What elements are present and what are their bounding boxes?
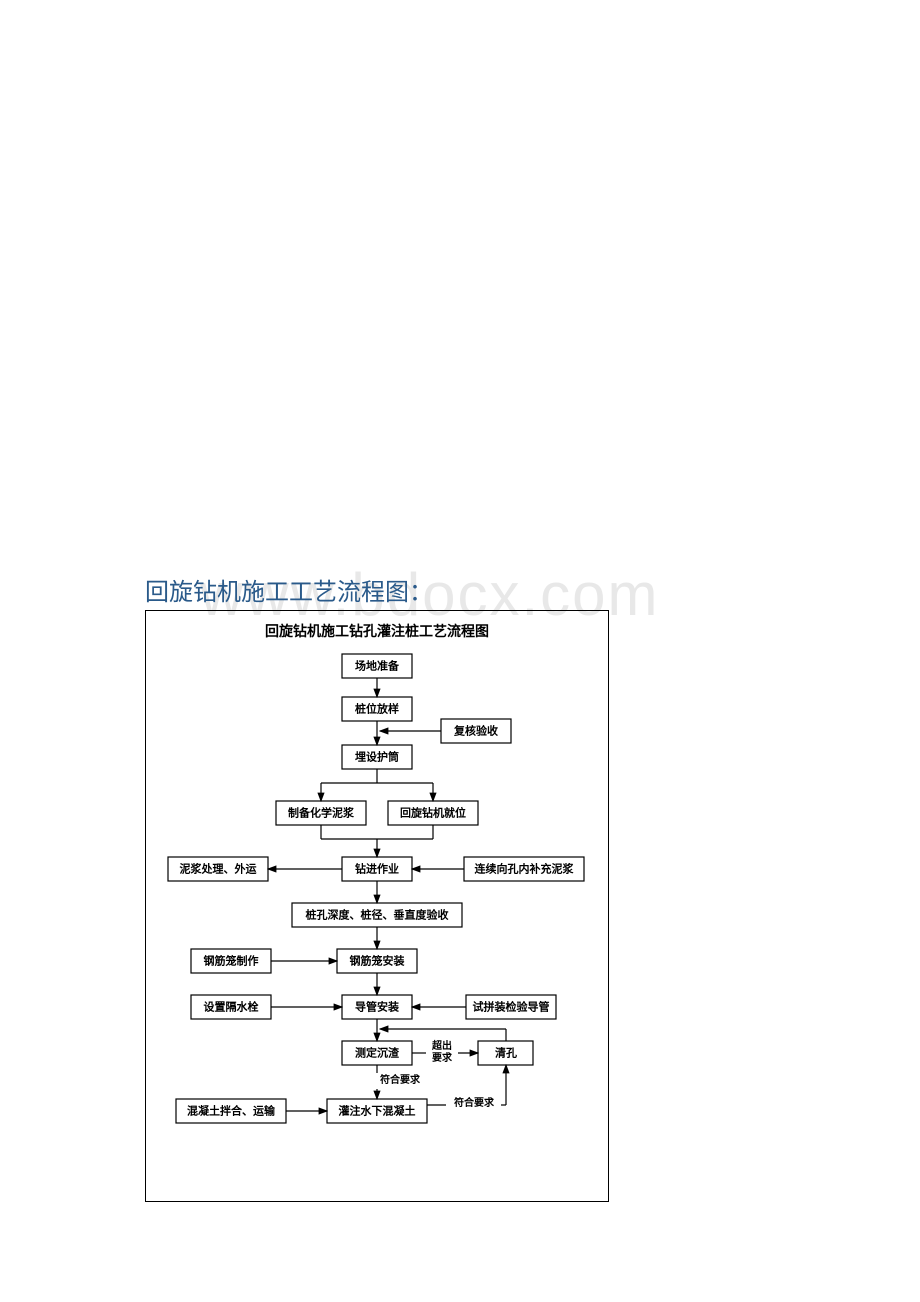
svg-text:清孔: 清孔 bbox=[495, 1046, 517, 1060]
node-bury-casing: 埋设护筒 bbox=[342, 745, 412, 769]
svg-text:埋设护筒: 埋设护筒 bbox=[355, 750, 399, 764]
svg-text:测定沉渣: 测定沉渣 bbox=[355, 1046, 400, 1060]
node-tremie-install: 导管安装 bbox=[342, 995, 412, 1019]
svg-text:灌注水下混凝土: 灌注水下混凝土 bbox=[339, 1104, 416, 1118]
svg-text:复核验收: 复核验收 bbox=[453, 724, 498, 738]
edge-label-ok-2: 符合要求 bbox=[454, 1096, 495, 1109]
svg-text:泥浆处理、外运: 泥浆处理、外运 bbox=[180, 862, 257, 876]
node-recheck: 复核验收 bbox=[441, 719, 511, 743]
node-sediment-check: 测定沉渣 bbox=[342, 1041, 412, 1065]
svg-text:制备化学泥浆: 制备化学泥浆 bbox=[288, 806, 355, 820]
node-prepare-mud: 制备化学泥浆 bbox=[276, 801, 366, 825]
flowchart-frame: 回旋钻机施工钻孔灌注桩工艺流程图 场地准备 桩位放样 复核验收 埋设护筒 制备化… bbox=[145, 610, 609, 1202]
svg-text:钻进作业: 钻进作业 bbox=[355, 862, 399, 876]
chart-title: 回旋钻机施工钻孔灌注桩工艺流程图 bbox=[265, 623, 489, 640]
node-depth-check: 桩孔深度、桩径、垂直度验收 bbox=[292, 903, 462, 927]
flowchart-svg: 回旋钻机施工钻孔灌注桩工艺流程图 场地准备 桩位放样 复核验收 埋设护筒 制备化… bbox=[146, 611, 608, 1201]
node-water-plug: 设置隔水栓 bbox=[191, 995, 271, 1019]
svg-text:桩位放样: 桩位放样 bbox=[355, 702, 399, 716]
svg-text:试拼装检验导管: 试拼装检验导管 bbox=[473, 1000, 550, 1014]
node-cage-make: 钢筋笼制作 bbox=[191, 949, 271, 973]
svg-text:连续向孔内补充泥浆: 连续向孔内补充泥浆 bbox=[475, 862, 575, 876]
edge-label-exceed-1: 超出 bbox=[431, 1039, 452, 1052]
node-drilling: 钻进作业 bbox=[342, 857, 412, 881]
node-site-prep: 场地准备 bbox=[342, 654, 412, 678]
svg-text:桩孔深度、桩径、垂直度验收: 桩孔深度、桩径、垂直度验收 bbox=[306, 908, 449, 922]
svg-text:回旋钻机就位: 回旋钻机就位 bbox=[400, 806, 466, 820]
node-tremie-test: 试拼装检验导管 bbox=[466, 995, 556, 1019]
node-concrete-mix: 混凝土拌合、运输 bbox=[176, 1099, 286, 1123]
node-refill-mud: 连续向孔内补充泥浆 bbox=[464, 857, 584, 881]
svg-text:场地准备: 场地准备 bbox=[355, 659, 400, 673]
node-clean-hole: 清孔 bbox=[478, 1041, 533, 1065]
node-mud-disposal: 泥浆处理、外运 bbox=[168, 857, 268, 881]
node-pile-layout: 桩位放样 bbox=[342, 697, 412, 721]
edge-label-ok-1: 符合要求 bbox=[380, 1073, 421, 1086]
svg-text:设置隔水栓: 设置隔水栓 bbox=[204, 1000, 259, 1014]
svg-text:钢筋笼安装: 钢筋笼安装 bbox=[350, 954, 405, 968]
node-drill-position: 回旋钻机就位 bbox=[388, 801, 478, 825]
svg-text:导管安装: 导管安装 bbox=[355, 1000, 399, 1014]
edge-label-exceed-2: 要求 bbox=[432, 1051, 453, 1064]
svg-text:混凝土拌合、运输: 混凝土拌合、运输 bbox=[187, 1104, 276, 1118]
svg-text:钢筋笼制作: 钢筋笼制作 bbox=[204, 954, 259, 968]
node-cage-install: 钢筋笼安装 bbox=[337, 949, 417, 973]
node-pour-concrete: 灌注水下混凝土 bbox=[327, 1099, 427, 1123]
page-title: 回旋钻机施工工艺流程图： bbox=[145, 572, 433, 607]
